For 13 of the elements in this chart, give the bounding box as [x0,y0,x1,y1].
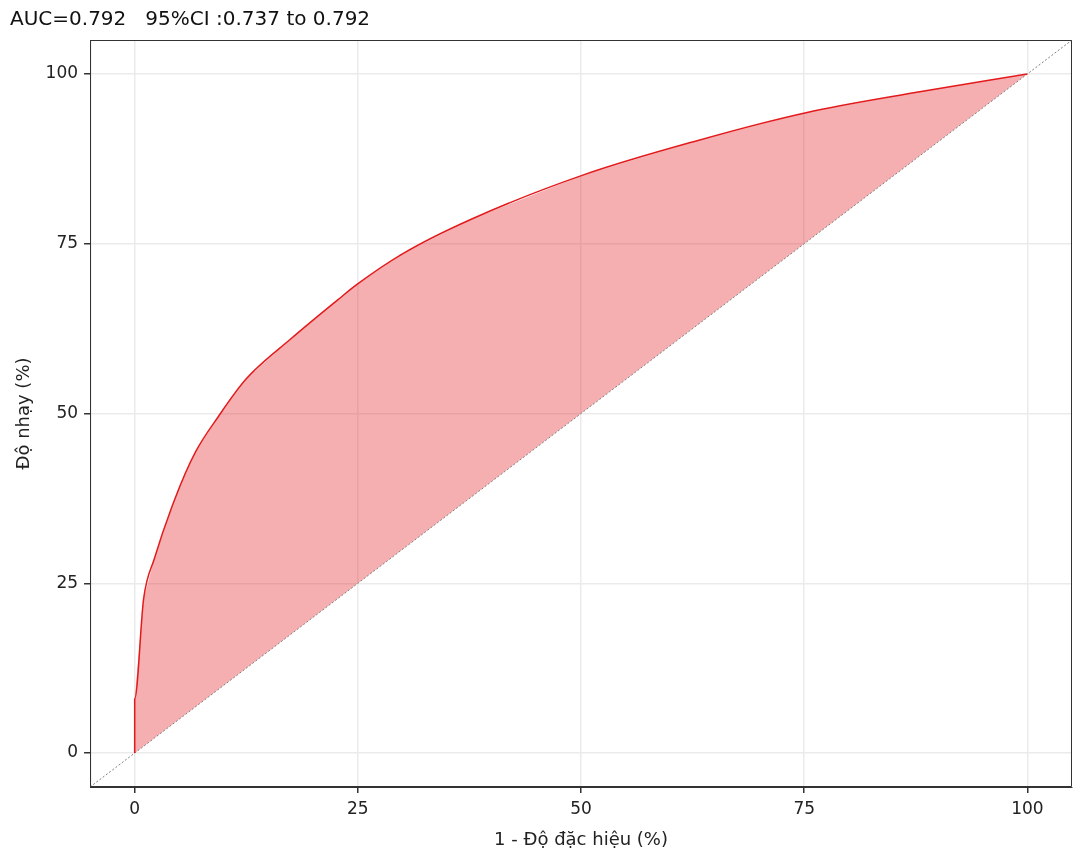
x-tick-label: 75 [793,797,816,818]
y-tick-label: 25 [56,571,79,592]
x-tick-label: 0 [129,797,141,818]
x-tick-label: 25 [347,797,369,818]
y-tick-label: 0 [67,741,79,762]
y-tick-label: 75 [56,232,79,253]
y-tick-label: 100 [45,62,79,83]
x-axis-title: 1 - Độ đặc hiệu (%) [494,827,668,849]
x-tick-label: 100 [1011,797,1044,818]
y-axis-title: Độ nhạy (%) [12,357,34,470]
x-tick-label: 50 [570,797,592,818]
chart-title: AUC=0.792 95%CI :0.737 to 0.792 [10,6,371,31]
y-tick-label: 50 [56,401,79,422]
